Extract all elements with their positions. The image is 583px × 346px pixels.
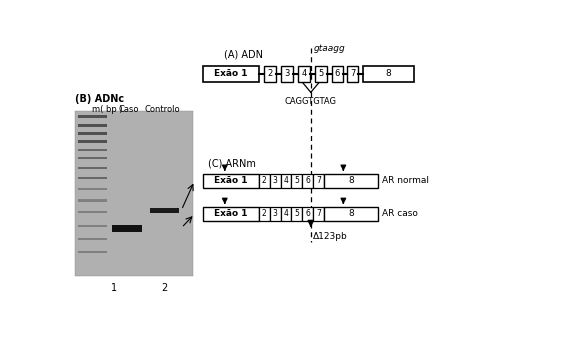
Text: (A) ADN: (A) ADN (224, 49, 263, 59)
Bar (264, 66, 276, 82)
Bar (78, 133, 107, 136)
Text: 7: 7 (316, 209, 321, 219)
Bar (78, 251, 107, 253)
Text: 6: 6 (305, 176, 310, 185)
Text: 2: 2 (161, 283, 167, 292)
Text: 6: 6 (305, 209, 310, 219)
Text: Caso: Caso (118, 104, 139, 113)
Bar (78, 199, 107, 202)
Text: AR caso: AR caso (382, 209, 418, 219)
Bar (75, 111, 193, 276)
Text: CAGGTGTAG: CAGGTGTAG (285, 97, 337, 106)
Text: 5: 5 (318, 69, 324, 78)
Bar (315, 66, 327, 82)
Bar (313, 207, 324, 221)
Text: 7: 7 (350, 69, 355, 78)
Text: 6: 6 (335, 69, 340, 78)
Text: Exão 1: Exão 1 (214, 176, 248, 185)
Text: Exão 1: Exão 1 (214, 69, 248, 78)
Bar (280, 174, 292, 188)
Bar (78, 188, 107, 190)
Text: 1: 1 (111, 283, 117, 292)
Bar (332, 66, 343, 82)
Bar (203, 207, 259, 221)
Bar (78, 167, 107, 169)
Bar (298, 66, 310, 82)
Text: gtaagg: gtaagg (314, 44, 346, 53)
Text: 8: 8 (385, 69, 391, 78)
Bar (78, 148, 107, 151)
Text: 3: 3 (273, 209, 278, 219)
Text: Exão 1: Exão 1 (214, 209, 248, 219)
Text: 3: 3 (273, 176, 278, 185)
Text: 4: 4 (283, 176, 289, 185)
Bar (313, 174, 324, 188)
Bar (347, 66, 358, 82)
Bar (113, 225, 142, 232)
Text: 2: 2 (262, 176, 266, 185)
Text: 4: 4 (301, 69, 307, 78)
Bar (280, 66, 293, 82)
Text: (B) ADNc: (B) ADNc (75, 94, 124, 104)
Bar (324, 207, 378, 221)
Bar (78, 177, 107, 179)
Bar (78, 157, 107, 159)
Bar (302, 174, 313, 188)
Text: 8: 8 (348, 176, 354, 185)
Text: AR normal: AR normal (382, 176, 429, 185)
Bar (270, 207, 280, 221)
Text: 5: 5 (294, 176, 299, 185)
Bar (78, 115, 107, 118)
Text: m( bp ): m( bp ) (92, 104, 123, 113)
Bar (78, 211, 107, 213)
Text: Δ123pb: Δ123pb (313, 232, 348, 241)
Text: (C) ARNm: (C) ARNm (209, 158, 257, 169)
Bar (259, 174, 270, 188)
Bar (302, 207, 313, 221)
Text: Controlo: Controlo (144, 104, 180, 113)
Bar (203, 174, 259, 188)
Bar (292, 207, 302, 221)
Bar (78, 140, 107, 143)
Text: 7: 7 (316, 176, 321, 185)
Bar (270, 174, 280, 188)
Bar (324, 174, 378, 188)
Bar (280, 207, 292, 221)
Text: 2: 2 (267, 69, 272, 78)
Bar (150, 208, 179, 213)
Bar (292, 174, 302, 188)
Bar (78, 124, 107, 127)
Bar (203, 66, 259, 82)
Text: 5: 5 (294, 209, 299, 219)
Bar (78, 225, 107, 227)
Text: 3: 3 (284, 69, 290, 78)
Text: 4: 4 (283, 209, 289, 219)
Bar (259, 207, 270, 221)
Text: 2: 2 (262, 209, 266, 219)
Bar (363, 66, 414, 82)
Text: 8: 8 (348, 209, 354, 219)
Bar (78, 238, 107, 240)
